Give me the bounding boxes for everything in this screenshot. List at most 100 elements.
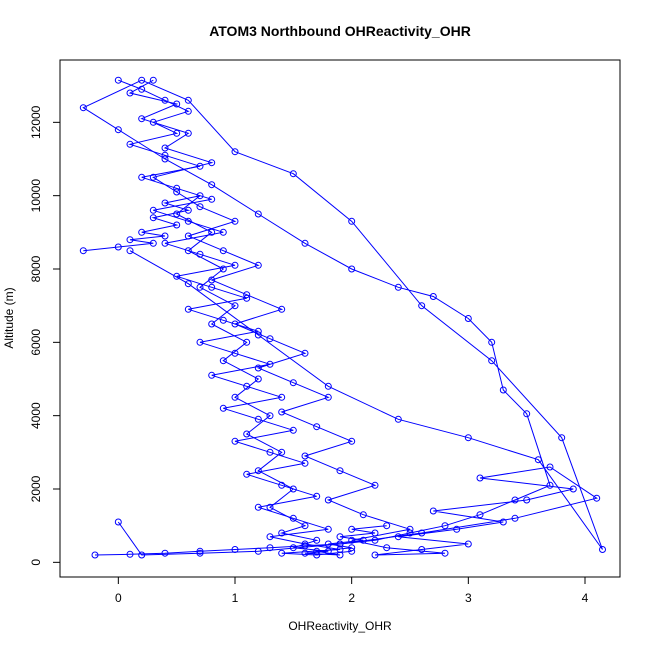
data-point [266,544,274,552]
data-point [289,544,297,552]
data-point [161,155,169,163]
data-point [254,210,262,218]
data-point [348,217,356,225]
data-point [324,393,332,401]
data-point [161,232,169,240]
plot-frame [59,59,621,578]
data-point [161,151,169,159]
data-point [383,544,391,552]
series-1 [79,76,606,559]
data-point [324,496,332,504]
data-point [208,195,216,203]
data-point [149,173,157,181]
x-tick-label: 3 [465,591,472,605]
data-point [219,357,227,365]
y-axis: 0 2000 4000 6000 8000 10000 12000 [29,105,61,566]
data-point [348,547,356,555]
data-point [254,364,262,372]
data-point [488,357,496,365]
data-point [546,463,554,471]
data-point [208,283,216,291]
data-point [161,144,169,152]
data-point [534,456,542,464]
data-point [149,118,157,126]
data-point [231,261,239,269]
data-point [301,239,309,247]
data-point [196,162,204,170]
data-point [301,349,309,357]
data-point [278,448,286,456]
data-point [289,426,297,434]
data-point [464,540,472,548]
x-tick-label: 2 [348,591,355,605]
data-point [441,522,449,530]
data-point [243,470,251,478]
data-point [289,485,297,493]
data-point [149,76,157,84]
y-tick-label: 2000 [29,475,43,502]
data-point [184,305,192,313]
data-point [511,514,519,522]
data-point [231,320,239,328]
data-point [161,239,169,247]
series-3 [79,192,391,559]
data-point [231,217,239,225]
data-point [161,96,169,104]
x-tick-label: 0 [115,591,122,605]
x-axis: 0 1 2 3 4 [115,576,589,605]
data-point [301,549,309,557]
data-point [138,115,146,123]
data-point [243,291,251,299]
data-point [278,529,286,537]
data-point [184,280,192,288]
data-point [173,188,181,196]
data-point [196,203,204,211]
data-point [254,415,262,423]
data-point [371,481,379,489]
y-tick-label: 10000 [29,179,43,213]
data-point [208,159,216,167]
data-point [523,496,531,504]
data-point [569,485,577,493]
data-point [336,533,344,541]
data-point [254,467,262,475]
data-point [231,302,239,310]
data-point [126,236,134,244]
data-point [266,412,274,420]
data-point [266,533,274,541]
data-point [173,129,181,137]
data-point [394,283,402,291]
data-point [219,404,227,412]
data-point [114,126,122,134]
data-point [208,371,216,379]
data-point [324,525,332,533]
data-point [348,544,356,552]
data-point [266,448,274,456]
data-point [278,481,286,489]
series-line [118,79,352,556]
data-point [359,511,367,519]
data-point [173,210,181,218]
data-point [219,265,227,273]
x-axis-label: OHReactivity_OHR [288,619,392,633]
data-point [348,536,356,544]
data-point [476,474,484,482]
data-point [254,261,262,269]
data-point [173,221,181,229]
data-point [243,294,251,302]
y-tick-label: 4000 [29,402,43,429]
data-point [114,76,122,84]
data-point [231,546,239,553]
data-point [208,228,216,236]
data-point [114,518,122,526]
data-point [289,170,297,178]
series-0 [114,76,601,559]
data-point [278,549,286,557]
data-point [441,549,449,557]
data-point [126,89,134,97]
data-point [418,529,426,537]
data-point [231,148,239,156]
data-point [196,192,204,200]
data-point [138,551,146,559]
data-point [126,550,134,558]
